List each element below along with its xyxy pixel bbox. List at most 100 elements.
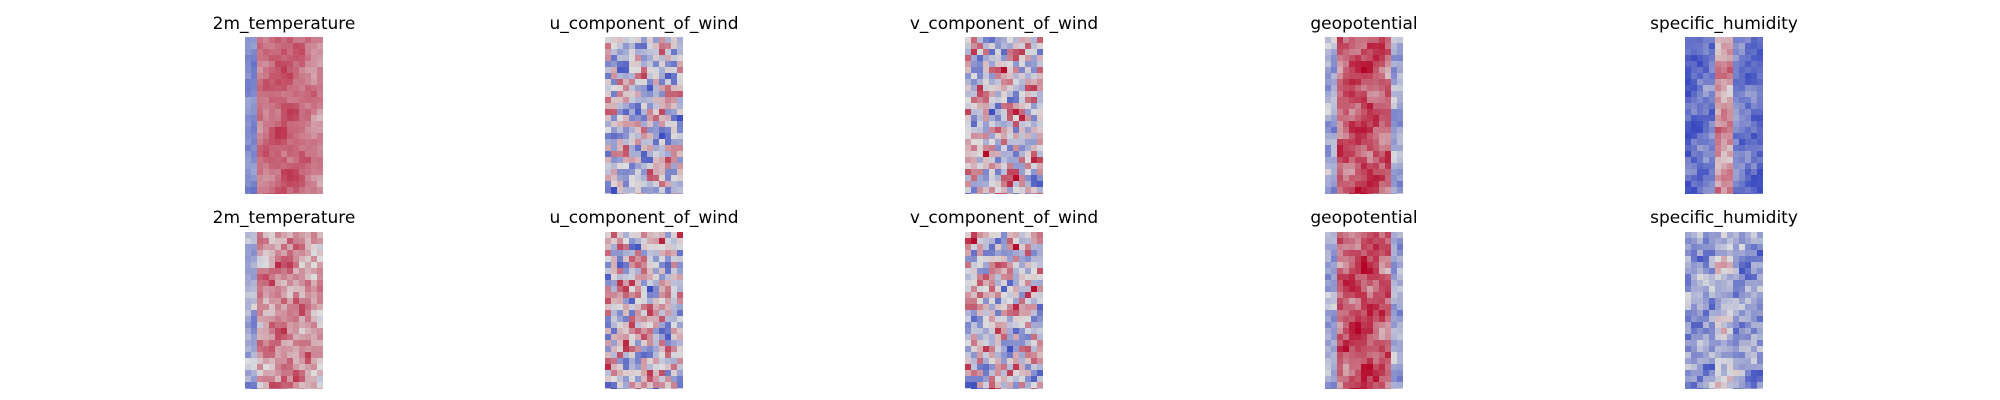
heatmap-cell [1355, 262, 1361, 268]
heatmap-cell [1391, 250, 1397, 256]
heatmap-cell [1379, 109, 1385, 115]
heatmap-cell [983, 115, 989, 121]
heatmap-cell [269, 310, 275, 316]
heatmap-cell [317, 109, 323, 115]
heatmap-cell [1697, 109, 1703, 115]
heatmap-cell [257, 388, 263, 389]
heatmap-cell [1325, 85, 1331, 91]
heatmap-cell [1745, 43, 1751, 49]
heatmap-cell [305, 151, 311, 157]
heatmap-cell [1751, 133, 1757, 139]
heatmap-cell [263, 151, 269, 157]
heatmap-cell [299, 133, 305, 139]
heatmap-cell [251, 43, 257, 49]
heatmap-cell [1025, 286, 1031, 292]
heatmap-cell [635, 169, 641, 175]
heatmap-cell [293, 145, 299, 151]
heatmap-cell [1397, 286, 1403, 292]
heatmap-cell [317, 193, 323, 194]
heatmap-cell [1037, 328, 1043, 334]
heatmap-cell [293, 346, 299, 352]
heatmap-cell [1733, 115, 1739, 121]
heatmap-cell [299, 145, 305, 151]
heatmap-cell [977, 175, 983, 181]
heatmap-cell [1757, 250, 1763, 256]
heatmap-cell [1721, 280, 1727, 286]
heatmap-cell [317, 232, 323, 238]
heatmap-cell [1019, 298, 1025, 304]
heatmap-cell [1733, 103, 1739, 109]
heatmap-cell [293, 268, 299, 274]
heatmap-cell [269, 256, 275, 262]
heatmap-cell [1031, 175, 1037, 181]
heatmap-cell [1709, 340, 1715, 346]
heatmap-cell [1721, 256, 1727, 262]
heatmap-cell [1727, 85, 1733, 91]
heatmap-cell [1355, 286, 1361, 292]
heatmap-cell [623, 382, 629, 388]
heatmap-cell [995, 286, 1001, 292]
heatmap-cell [257, 274, 263, 280]
heatmap-cell [269, 49, 275, 55]
heatmap-cell [1037, 151, 1043, 157]
heatmap-cell [1691, 292, 1697, 298]
heatmap-cell [1391, 91, 1397, 97]
heatmap-cell [659, 376, 665, 382]
heatmap-cell [1751, 238, 1757, 244]
heatmap-image [605, 232, 683, 389]
heatmap-cell [1697, 340, 1703, 346]
heatmap-cell [1325, 238, 1331, 244]
heatmap-cell [1007, 310, 1013, 316]
heatmap-cell [671, 157, 677, 163]
heatmap-cell [1367, 97, 1373, 103]
heatmap-cell [1025, 169, 1031, 175]
heatmap-cell [299, 358, 305, 364]
heatmap-cell [1037, 304, 1043, 310]
heatmap-cell [659, 340, 665, 346]
heatmap-cell [1703, 262, 1709, 268]
heatmap-cell [1001, 175, 1007, 181]
heatmap-cell [1721, 163, 1727, 169]
heatmap-cell [641, 103, 647, 109]
heatmap-cell [1757, 133, 1763, 139]
heatmap-cell [1391, 73, 1397, 79]
heatmap-cell [1391, 298, 1397, 304]
heatmap-cell [1751, 175, 1757, 181]
heatmap-cell [257, 262, 263, 268]
heatmap-cell [1325, 382, 1331, 388]
heatmap-cell [1727, 109, 1733, 115]
heatmap-cell [965, 115, 971, 121]
heatmap-cell [1733, 334, 1739, 340]
heatmap-cell [251, 358, 257, 364]
heatmap-cell [1709, 61, 1715, 67]
heatmap-cell [1001, 322, 1007, 328]
heatmap-cell [1373, 358, 1379, 364]
heatmap-cell [1001, 151, 1007, 157]
heatmap-cell [1379, 163, 1385, 169]
heatmap-cell [1721, 238, 1727, 244]
heatmap-cell [1691, 346, 1697, 352]
heatmap-cell [1379, 280, 1385, 286]
heatmap-cell [665, 49, 671, 55]
heatmap-cell [251, 238, 257, 244]
heatmap-cell [1379, 256, 1385, 262]
heatmap-cell [275, 376, 281, 382]
heatmap-cell [263, 115, 269, 121]
heatmap-cell [1685, 244, 1691, 250]
heatmap-cell [1721, 67, 1727, 73]
heatmap-cell [995, 163, 1001, 169]
heatmap-cell [977, 292, 983, 298]
heatmap-cell [1325, 262, 1331, 268]
heatmap-cell [1697, 328, 1703, 334]
heatmap-cell [965, 85, 971, 91]
heatmap-cell [1001, 388, 1007, 389]
heatmap-cell [1691, 79, 1697, 85]
heatmap-cell [281, 328, 287, 334]
heatmap-cell [635, 268, 641, 274]
heatmap-cell [1709, 310, 1715, 316]
heatmap-cell [1031, 139, 1037, 145]
heatmap-cell [1709, 286, 1715, 292]
heatmap-cell [1343, 91, 1349, 97]
heatmap-cell [611, 169, 617, 175]
heatmap-cell [629, 145, 635, 151]
